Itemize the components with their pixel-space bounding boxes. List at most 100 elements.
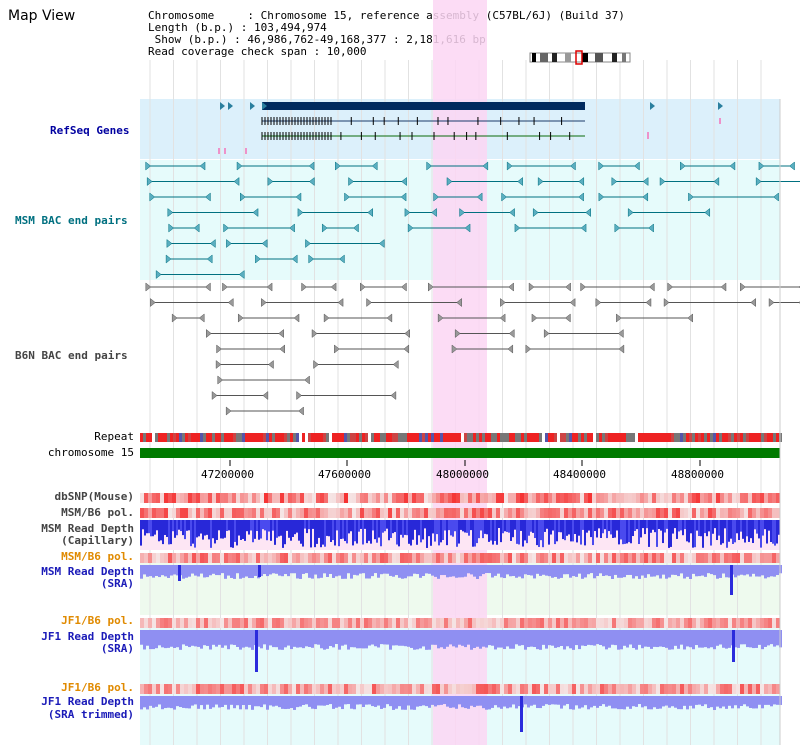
depth-bar xyxy=(146,520,148,534)
depth-bar xyxy=(244,520,246,541)
depth-bar xyxy=(178,520,180,530)
polymorphism-cell xyxy=(524,684,528,694)
polymorphism-cell xyxy=(528,684,532,694)
depth-bar xyxy=(359,696,362,705)
depth-bar xyxy=(557,696,560,705)
polymorphism-cell xyxy=(328,618,332,628)
depth-bar xyxy=(542,520,544,548)
repeat-segment xyxy=(290,433,293,442)
polymorphism-cell xyxy=(216,508,220,518)
depth-bar xyxy=(722,565,725,574)
repeat-segment xyxy=(671,433,674,442)
polymorphism-cell xyxy=(144,618,148,628)
depth-bar xyxy=(756,520,758,534)
b6n-bac-label[interactable]: B6N BAC end pairs xyxy=(15,349,128,362)
depth-bar xyxy=(302,565,305,574)
depth-bar xyxy=(308,565,311,578)
polymorphism-cell xyxy=(752,618,756,628)
polymorphism-cell xyxy=(700,508,704,518)
depth-bar xyxy=(323,630,326,650)
depth-bar xyxy=(164,565,167,577)
depth-bar xyxy=(746,520,748,537)
depth-bar xyxy=(246,520,248,532)
polymorphism-cell xyxy=(776,684,780,694)
polymorphism-cell xyxy=(332,493,336,503)
depth-bar xyxy=(287,630,290,646)
polymorphism-cell xyxy=(748,684,752,694)
polymorphism-cell xyxy=(212,618,216,628)
depth-bar xyxy=(311,696,314,709)
depth-bar xyxy=(164,520,166,536)
depth-bar xyxy=(143,696,146,708)
msm-bac-label[interactable]: MSM BAC end pairs xyxy=(15,214,128,227)
repeat-segment xyxy=(398,433,401,442)
polymorphism-cell xyxy=(768,618,772,628)
polymorphism-cell xyxy=(268,508,272,518)
polymorphism-cell xyxy=(164,553,168,563)
depth-bar xyxy=(534,520,536,539)
polymorphism-cell xyxy=(580,684,584,694)
depth-bar xyxy=(452,696,455,708)
depth-bar xyxy=(346,520,348,544)
polymorphism-cell xyxy=(396,553,400,563)
polymorphism-cell xyxy=(732,508,736,518)
depth-bar xyxy=(422,630,425,647)
depth-bar xyxy=(152,520,154,537)
polymorphism-cell xyxy=(776,493,780,503)
polymorphism-cell xyxy=(512,684,516,694)
polymorphism-cell xyxy=(536,508,540,518)
polymorphism-cell xyxy=(372,553,376,563)
repeat-segment xyxy=(617,433,620,442)
depth-bar xyxy=(152,565,155,578)
depth-bar xyxy=(140,520,142,546)
repeat-segment xyxy=(488,433,491,442)
depth-bar xyxy=(737,696,740,709)
depth-bar xyxy=(778,520,780,535)
repeat-segment xyxy=(374,433,377,442)
polymorphism-cell xyxy=(292,553,296,563)
bac-end-marker xyxy=(311,328,318,339)
depth-bar xyxy=(509,696,512,708)
polymorphism-cell xyxy=(312,684,316,694)
repeat-segment xyxy=(533,433,536,442)
refseq-genes-label[interactable]: RefSeq Genes xyxy=(50,124,130,137)
polymorphism-cell xyxy=(584,493,588,503)
depth-bar xyxy=(518,696,521,707)
repeat-segment xyxy=(632,433,635,442)
depth-bar xyxy=(590,520,592,538)
polymorphism-cell xyxy=(184,684,188,694)
depth-bar xyxy=(455,565,458,578)
depth-bar xyxy=(606,520,608,539)
repeat-segment xyxy=(362,433,365,442)
depth-bar xyxy=(710,520,712,546)
polymorphism-cell xyxy=(604,618,608,628)
polymorphism-cell xyxy=(500,493,504,503)
bac-end-marker xyxy=(509,207,515,218)
depth-bar xyxy=(524,630,527,650)
repeat-segment xyxy=(260,433,263,442)
axis-tick-label: 48800000 xyxy=(671,468,724,481)
repeat-segment xyxy=(233,433,236,442)
polymorphism-cell xyxy=(148,618,152,628)
polymorphism-cell xyxy=(504,553,508,563)
depth-bar xyxy=(401,565,404,579)
polymorphism-cell xyxy=(268,553,272,563)
depth-bar xyxy=(302,520,304,547)
repeat-segment xyxy=(557,433,560,442)
repeat-segment xyxy=(305,433,308,442)
depth-bar xyxy=(734,565,737,578)
polymorphism-cell xyxy=(448,493,452,503)
polymorphism-cell xyxy=(580,493,584,503)
polymorphism-cell xyxy=(300,493,304,503)
polymorphism-cell xyxy=(436,508,440,518)
depth-bar xyxy=(233,696,236,709)
depth-bar xyxy=(773,696,776,705)
polymorphism-cell xyxy=(360,618,364,628)
depth-bar xyxy=(209,630,212,650)
bac-end-marker xyxy=(476,192,483,202)
polymorphism-cell xyxy=(728,508,732,518)
depth-bar xyxy=(714,520,716,529)
depth-bar xyxy=(365,630,368,649)
depth-bar xyxy=(770,630,773,645)
